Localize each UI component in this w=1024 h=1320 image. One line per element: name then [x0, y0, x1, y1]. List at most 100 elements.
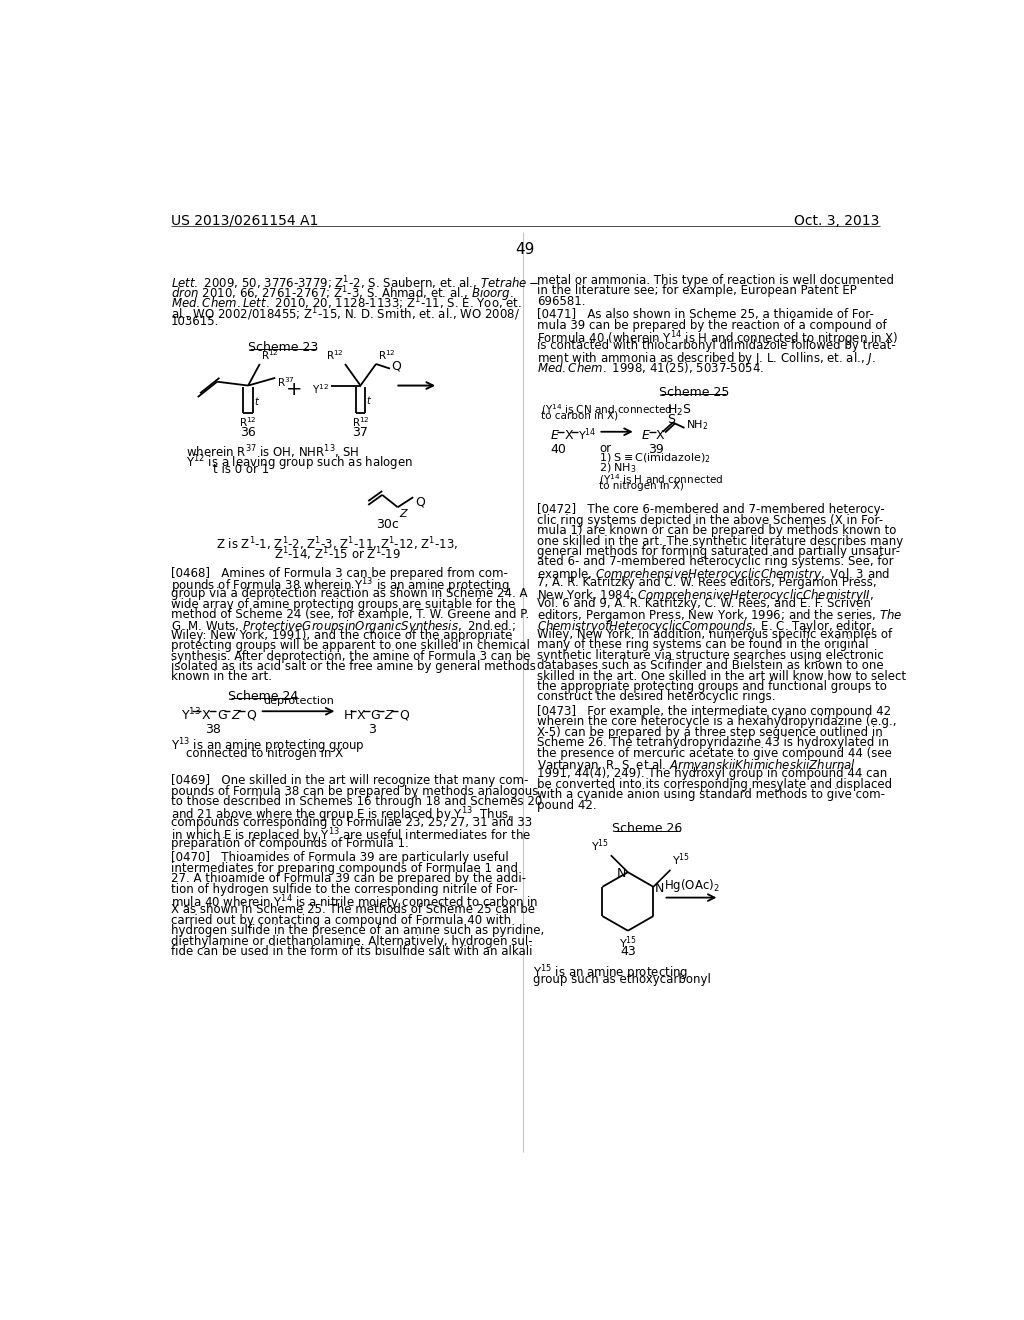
- Text: mula 39 can be prepared by the reaction of a compound of: mula 39 can be prepared by the reaction …: [538, 318, 887, 331]
- Text: ated 6- and 7-membered heterocyclic ring systems. See, for: ated 6- and 7-membered heterocyclic ring…: [538, 556, 894, 569]
- Text: construct the desired heterocyclic rings.: construct the desired heterocyclic rings…: [538, 690, 776, 704]
- Text: X: X: [356, 709, 366, 722]
- Text: Y$^{15}$: Y$^{15}$: [672, 851, 690, 869]
- Text: Wiley, New York. In addition, numerous specific examples of: Wiley, New York. In addition, numerous s…: [538, 628, 892, 642]
- Text: Z$^1$-14, Z$^1$-15 or Z$^1$-19: Z$^1$-14, Z$^1$-15 or Z$^1$-19: [273, 545, 400, 564]
- Text: Scheme 25: Scheme 25: [658, 385, 729, 399]
- Text: R$^{12}$: R$^{12}$: [240, 416, 257, 429]
- Text: example, $\it{Comprehensive Heterocyclic Chemistry,}$ Vol. 3 and: example, $\it{Comprehensive Heterocyclic…: [538, 566, 890, 582]
- Text: to nitrogen in X): to nitrogen in X): [599, 480, 684, 491]
- Text: Q: Q: [391, 360, 401, 372]
- Text: 36: 36: [241, 426, 256, 440]
- Text: US 2013/0261154 A1: US 2013/0261154 A1: [171, 214, 318, 228]
- Text: metal or ammonia. This type of reaction is well documented: metal or ammonia. This type of reaction …: [538, 275, 894, 286]
- Text: 1991, 44(4), 249). The hydroxyl group in compound 44 can: 1991, 44(4), 249). The hydroxyl group in…: [538, 767, 888, 780]
- Text: Y$^{13}$ is an amine protecting group: Y$^{13}$ is an amine protecting group: [171, 737, 365, 756]
- Text: Z is Z$^1$-1, Z$^1$-2, Z$^1$-3, Z$^1$-11, Z$^1$-12, Z$^1$-13,: Z is Z$^1$-1, Z$^1$-2, Z$^1$-3, Z$^1$-11…: [216, 536, 459, 553]
- Text: 103615.: 103615.: [171, 315, 219, 329]
- Text: New York, 1984; $\it{Comprehensive Heterocyclic Chemistry II,}$: New York, 1984; $\it{Comprehensive Heter…: [538, 586, 874, 603]
- Text: Scheme 26. The tetrahydropyridazine 43 is hydroxylated in: Scheme 26. The tetrahydropyridazine 43 i…: [538, 737, 889, 750]
- Text: N: N: [616, 867, 627, 880]
- Text: known in the art.: known in the art.: [171, 671, 271, 684]
- Text: the appropriate protecting groups and functional groups to: the appropriate protecting groups and fu…: [538, 680, 887, 693]
- Text: Y$^{12}$ is a leaving group such as halogen: Y$^{12}$ is a leaving group such as halo…: [186, 453, 414, 473]
- Text: Y$^{15}$: Y$^{15}$: [591, 837, 609, 854]
- Text: Q: Q: [415, 496, 425, 508]
- Text: t is 0 or 1: t is 0 or 1: [213, 463, 269, 477]
- Text: skilled in the art. One skilled in the art will know how to select: skilled in the art. One skilled in the a…: [538, 669, 906, 682]
- Text: R$^{12}$: R$^{12}$: [261, 348, 280, 363]
- Text: 27. A thioamide of Formula 39 can be prepared by the addi-: 27. A thioamide of Formula 39 can be pre…: [171, 873, 525, 886]
- Text: Z: Z: [231, 709, 240, 722]
- Text: X: X: [202, 709, 210, 722]
- Text: G: G: [217, 709, 227, 722]
- Text: Y$^{13}$: Y$^{13}$: [180, 706, 201, 723]
- Text: 2) NH$_3$: 2) NH$_3$: [599, 461, 637, 475]
- Text: Vartanyan, R. S. et al. $\it{Armyanskii Khimicheskii Zhurnal}$: Vartanyan, R. S. et al. $\it{Armyanskii …: [538, 758, 856, 774]
- Text: group via a deprotection reaction as shown in Scheme 24. A: group via a deprotection reaction as sho…: [171, 587, 527, 601]
- Text: synthetic literature via structure searches using electronic: synthetic literature via structure searc…: [538, 649, 884, 661]
- Text: S: S: [668, 413, 675, 426]
- Text: X-5) can be prepared by a three step sequence outlined in: X-5) can be prepared by a three step seq…: [538, 726, 883, 739]
- Text: be converted into its corresponding mesylate and displaced: be converted into its corresponding mesy…: [538, 777, 892, 791]
- Text: X: X: [564, 429, 573, 442]
- Text: is contacted with thiocarbonyl diimidazole followed by treat-: is contacted with thiocarbonyl diimidazo…: [538, 339, 896, 352]
- Text: [0471]   As also shown in Scheme 25, a thioamide of For-: [0471] As also shown in Scheme 25, a thi…: [538, 308, 874, 321]
- Text: hydrogen sulfide in the presence of an amine such as pyridine,: hydrogen sulfide in the presence of an a…: [171, 924, 544, 937]
- Text: with a cyanide anion using standard methods to give com-: with a cyanide anion using standard meth…: [538, 788, 885, 801]
- Text: [0470]   Thioamides of Formula 39 are particularly useful: [0470] Thioamides of Formula 39 are part…: [171, 851, 508, 865]
- Text: 3: 3: [369, 723, 376, 735]
- Text: intermediates for preparing compounds of Formulae 1 and: intermediates for preparing compounds of…: [171, 862, 517, 875]
- Text: Z: Z: [385, 709, 393, 722]
- Text: or: or: [599, 442, 611, 455]
- Text: H$_2$S: H$_2$S: [667, 403, 691, 417]
- Text: carried out by contacting a compound of Formula 40 with: carried out by contacting a compound of …: [171, 913, 511, 927]
- Text: (Y$^{14}$ is CN and connected: (Y$^{14}$ is CN and connected: [541, 403, 673, 417]
- Text: in the literature see; for example, European Patent EP: in the literature see; for example, Euro…: [538, 284, 857, 297]
- Text: diethylamine or diethanolamine. Alternatively, hydrogen sul-: diethylamine or diethanolamine. Alternat…: [171, 935, 532, 948]
- Text: R$^{12}$: R$^{12}$: [351, 416, 370, 429]
- Text: synthesis. After deprotection, the amine of Formula 3 can be: synthesis. After deprotection, the amine…: [171, 649, 530, 663]
- Text: X as shown in Scheme 25. The methods of Scheme 25 can be: X as shown in Scheme 25. The methods of …: [171, 903, 535, 916]
- Text: H: H: [343, 709, 353, 722]
- Text: databases such as Scifinder and Bielstein as known to one: databases such as Scifinder and Bielstei…: [538, 659, 884, 672]
- Text: wherein R$^{37}$ is OH, NHR$^{13}$, SH: wherein R$^{37}$ is OH, NHR$^{13}$, SH: [186, 444, 359, 461]
- Text: $\it{Med. Chem.}$ 1998, 41(25), 5037-5054.: $\it{Med. Chem.}$ 1998, 41(25), 5037-505…: [538, 360, 765, 375]
- Text: E: E: [550, 429, 558, 442]
- Text: Wiley: New York, 1991), and the choice of the appropriate: Wiley: New York, 1991), and the choice o…: [171, 628, 512, 642]
- Text: 49: 49: [515, 242, 535, 256]
- Text: $\it{Lett.}$ 2009, 50, 3776-3779; Z$^1$-2, S. Saubern, et. al., $\it{Tetrahe-}$: $\it{Lett.}$ 2009, 50, 3776-3779; Z$^1$-…: [171, 275, 539, 292]
- Text: [0468]   Amines of Formula 3 can be prepared from com-: [0468] Amines of Formula 3 can be prepar…: [171, 566, 508, 579]
- Text: clic ring systems depicted in the above Schemes (X in For-: clic ring systems depicted in the above …: [538, 513, 884, 527]
- Text: [0472]   The core 6-membered and 7-membered heterocy-: [0472] The core 6-membered and 7-membere…: [538, 503, 885, 516]
- Text: wherein the core heterocycle is a hexahydropyridazine (e.g.,: wherein the core heterocycle is a hexahy…: [538, 715, 897, 729]
- Text: E: E: [642, 429, 649, 442]
- Text: pounds of Formula 38 wherein Y$^{13}$ is an amine protecting: pounds of Formula 38 wherein Y$^{13}$ is…: [171, 577, 509, 597]
- Text: ment with ammonia as described by J. L. Collins, et. al., $\it{J.}$: ment with ammonia as described by J. L. …: [538, 350, 876, 367]
- Text: al., WO 2002/018455; Z$^1$-15, N. D. Smith, et. al., WO 2008/: al., WO 2002/018455; Z$^1$-15, N. D. Smi…: [171, 305, 519, 322]
- Text: 7, A. R. Katritzky and C. W. Rees editors, Pergamon Press,: 7, A. R. Katritzky and C. W. Rees editor…: [538, 576, 877, 589]
- Text: 696581.: 696581.: [538, 294, 586, 308]
- Text: to those described in Schemes 16 through 18 and Schemes 20: to those described in Schemes 16 through…: [171, 795, 542, 808]
- Text: Hg(OAc)$_2$: Hg(OAc)$_2$: [665, 876, 720, 894]
- Text: pounds of Formula 38 can be prepared by methods analogous: pounds of Formula 38 can be prepared by …: [171, 785, 538, 797]
- Text: $\it{Chemistry of Heterocyclic Compounds,}$ E. C. Taylor, editor,: $\it{Chemistry of Heterocyclic Compounds…: [538, 618, 874, 635]
- Text: Q: Q: [246, 709, 256, 722]
- Text: and 21 above where the group E is replaced by Y$^{13}$. Thus,: and 21 above where the group E is replac…: [171, 805, 512, 825]
- Text: R$^{12}$: R$^{12}$: [326, 348, 343, 362]
- Text: (Y$^{14}$ is H and connected: (Y$^{14}$ is H and connected: [599, 473, 724, 487]
- Text: in which E is replaced by Y$^{13}$ are useful intermediates for the: in which E is replaced by Y$^{13}$ are u…: [171, 826, 530, 846]
- Text: Q: Q: [399, 709, 410, 722]
- Text: editors, Pergamon Press, New York, 1996; and the series, $\it{The}$: editors, Pergamon Press, New York, 1996;…: [538, 607, 903, 624]
- Text: connected to nitrogen in X: connected to nitrogen in X: [186, 747, 343, 760]
- Text: many of these ring systems can be found in the original: many of these ring systems can be found …: [538, 639, 868, 652]
- Text: general methods for forming saturated and partially unsatur-: general methods for forming saturated an…: [538, 545, 900, 558]
- Text: pound 42.: pound 42.: [538, 799, 597, 812]
- Text: t: t: [367, 396, 371, 407]
- Text: group such as ethoxycarbonyl: group such as ethoxycarbonyl: [534, 973, 712, 986]
- Text: $\it{dron}$ 2010, 66, 2761-2767; Z$^1$-3, S. Ahmad, et. al., $\it{Bioorg.}$: $\it{dron}$ 2010, 66, 2761-2767; Z$^1$-3…: [171, 284, 513, 304]
- Text: preparation of compounds of Formula 1.: preparation of compounds of Formula 1.: [171, 837, 409, 850]
- Text: G. M. Wuts, $\it{Protective Groups in Organic Synthesis,}$ 2nd ed.;: G. M. Wuts, $\it{Protective Groups in Or…: [171, 619, 516, 635]
- Text: mula 40 wherein Y$^{14}$ is a nitrile moiety connected to carbon in: mula 40 wherein Y$^{14}$ is a nitrile mo…: [171, 892, 538, 912]
- Text: Y$^{12}$: Y$^{12}$: [312, 381, 330, 396]
